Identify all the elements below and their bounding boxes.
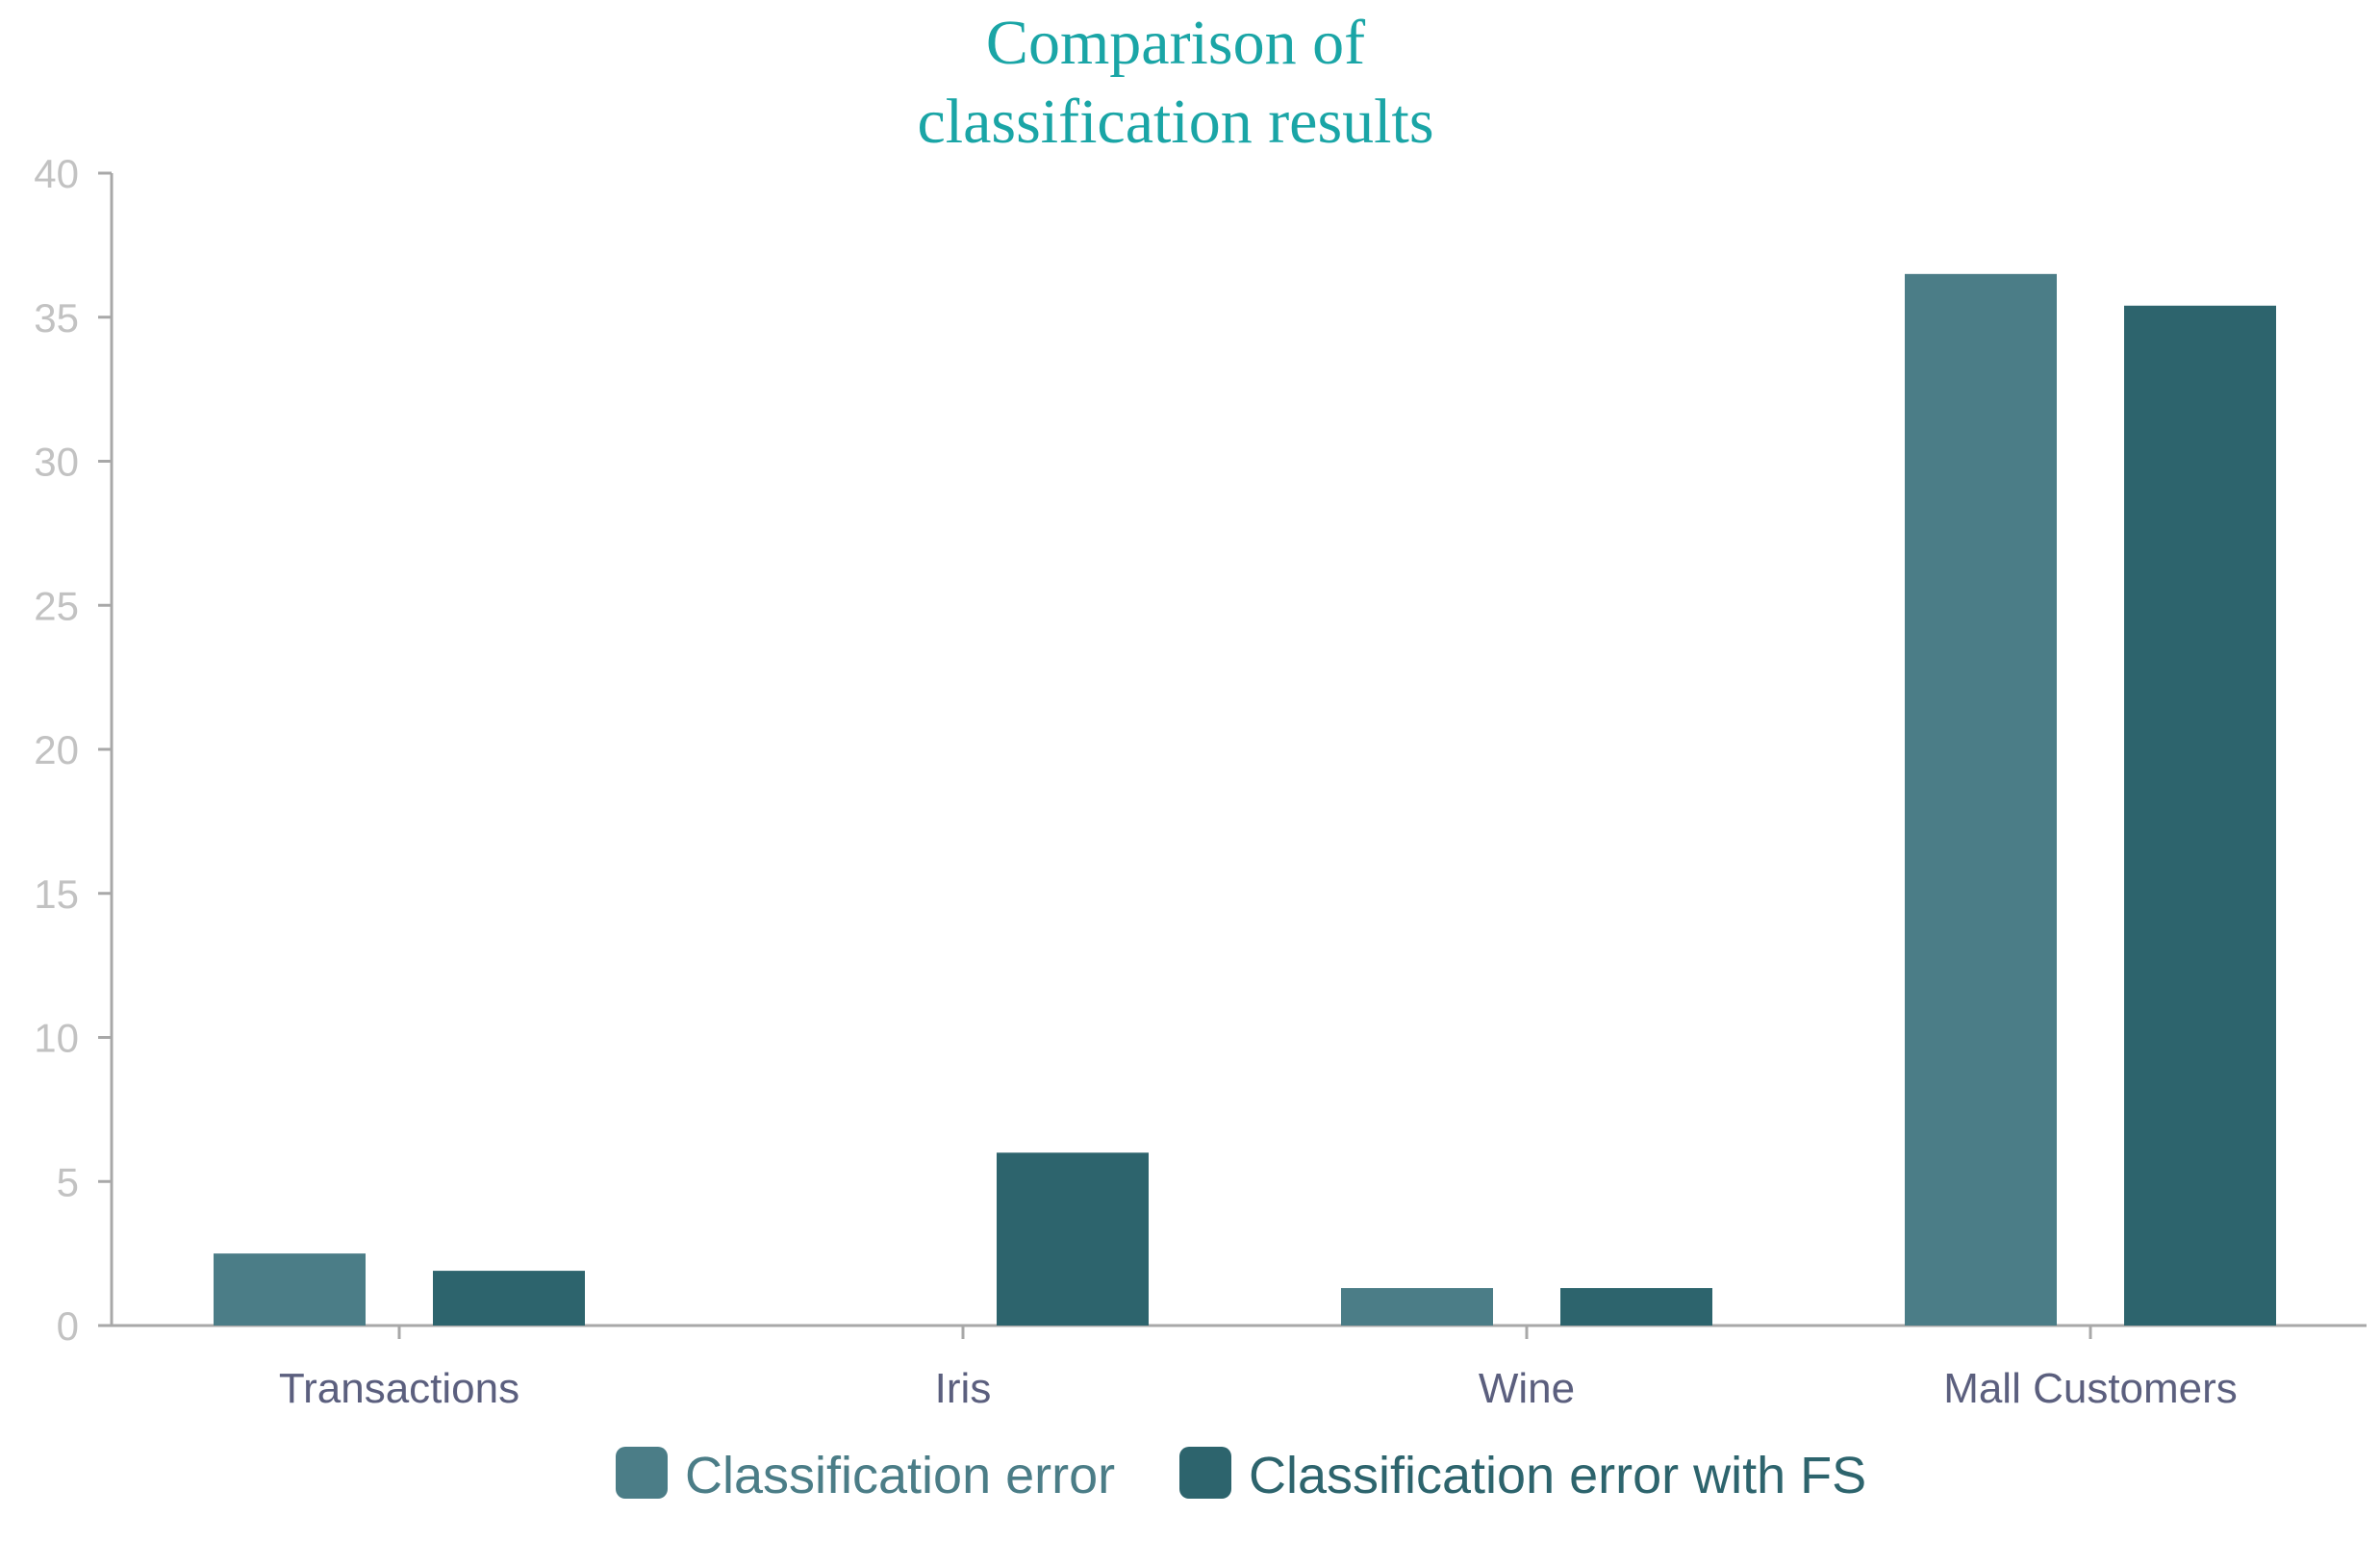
legend: Classification error Classification error… [616,1447,1866,1504]
y-tick-label: 0 [57,1303,79,1349]
y-tick-label: 15 [34,872,79,917]
x-category-label: Transactions [279,1365,519,1412]
bar-wine-series-2 [1560,1288,1712,1326]
x-category-label: Mall Customers [1943,1365,2238,1412]
y-tick-label: 20 [34,727,79,772]
legend-label-1: Classification error [685,1447,1115,1504]
legend-label-2: Classification error with FS [1249,1447,1866,1504]
y-tick-label: 30 [34,440,79,485]
bars [214,273,2276,1326]
bar-mall-customers-series-2 [2124,305,2276,1326]
legend-swatch-2 [1179,1447,1231,1499]
chart-title-line-1: Comparison of [986,8,1365,78]
x-axis-labels: Transactions Iris Wine Mall Customers [279,1365,2238,1412]
y-tick-label: 25 [34,583,79,628]
x-category-label: Iris [935,1365,992,1412]
x-category-label: Wine [1479,1365,1575,1412]
bar-transactions-series-1 [214,1253,366,1326]
y-tick-label: 35 [34,295,79,341]
y-tick-label: 10 [34,1016,79,1061]
legend-swatch-1 [616,1447,668,1499]
chart-title-line-2: classification results [917,87,1433,157]
y-tick-label: 5 [57,1159,79,1204]
chart-title: Comparison of classification results [917,8,1433,157]
bar-mall-customers-series-1 [1905,273,2057,1326]
bar-transactions-series-2 [433,1271,585,1326]
y-axis-ticks: 0 5 10 15 20 25 30 35 40 [34,151,112,1349]
y-tick-label: 40 [34,151,79,196]
bar-iris-series-2 [997,1152,1149,1326]
bar-wine-series-1 [1341,1288,1493,1326]
